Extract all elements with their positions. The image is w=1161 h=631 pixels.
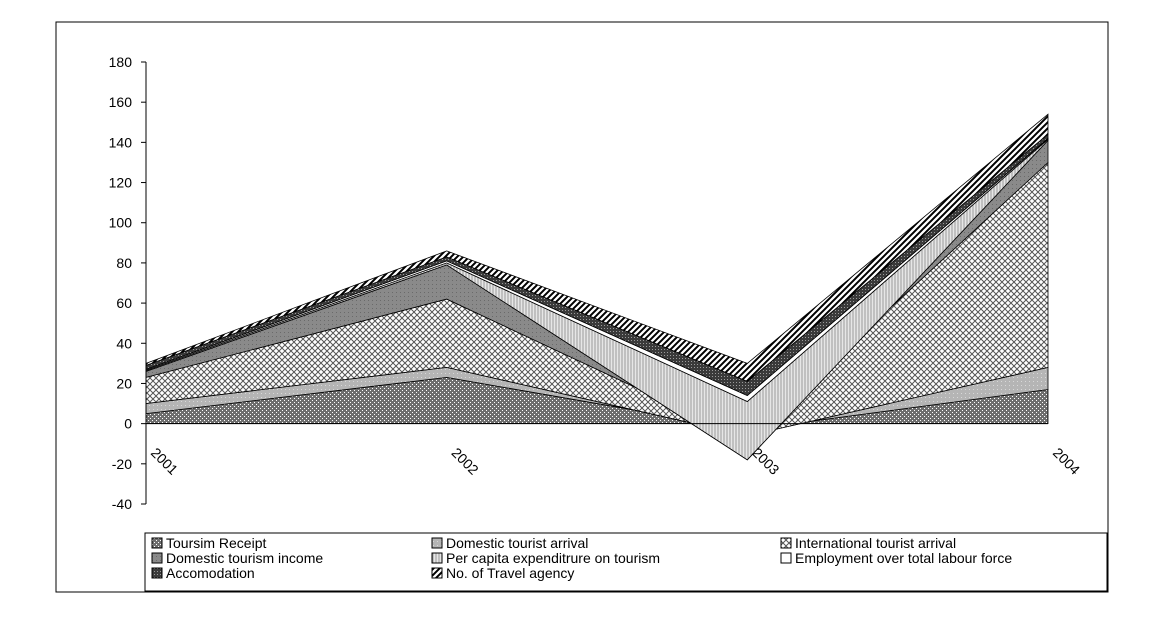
y-tick-label: 120 bbox=[109, 175, 133, 191]
legend-label: No. of Travel agency bbox=[446, 565, 574, 581]
y-tick-label: 180 bbox=[109, 54, 133, 70]
legend-swatch bbox=[151, 537, 163, 549]
legend-label: Accomodation bbox=[166, 565, 255, 581]
area-series-8 bbox=[145, 113, 1049, 382]
y-tick-label: 160 bbox=[109, 94, 133, 110]
legend-swatch bbox=[151, 552, 163, 564]
legend-box bbox=[144, 532, 1108, 592]
legend: Toursim Receipt Domestic tourist arrival I… bbox=[151, 535, 1012, 581]
y-tick-label: 20 bbox=[116, 375, 132, 391]
areas-layer bbox=[145, 113, 1049, 461]
legend-swatch bbox=[151, 567, 163, 579]
legend-label: Domestic tourist arrival bbox=[446, 535, 588, 551]
y-tick-label: -40 bbox=[112, 496, 132, 512]
legend-label: Employment over total labour force bbox=[795, 550, 1012, 566]
legend-swatch bbox=[431, 537, 443, 549]
legend-label: International tourist arrival bbox=[795, 535, 956, 551]
legend-swatch bbox=[780, 552, 792, 564]
legend-swatch bbox=[431, 552, 443, 564]
y-tick-label: 60 bbox=[116, 295, 132, 311]
legend-swatch bbox=[780, 537, 792, 549]
y-tick-label: 40 bbox=[116, 335, 132, 351]
y-tick-label: 80 bbox=[116, 255, 132, 271]
legend-label: Toursim Receipt bbox=[166, 535, 266, 551]
legend-swatch bbox=[431, 567, 443, 579]
legend-label: Per capita expenditrure on tourism bbox=[446, 550, 660, 566]
y-tick-label: 0 bbox=[124, 416, 132, 432]
y-tick-label: -20 bbox=[112, 456, 132, 472]
y-tick-label: 140 bbox=[109, 134, 133, 150]
y-tick-label: 100 bbox=[109, 215, 133, 231]
legend-label: Domestic tourism income bbox=[166, 550, 323, 566]
y-axis: -40 -20 0 20 40 60 80 100 120 140 160 180 bbox=[109, 54, 1048, 512]
